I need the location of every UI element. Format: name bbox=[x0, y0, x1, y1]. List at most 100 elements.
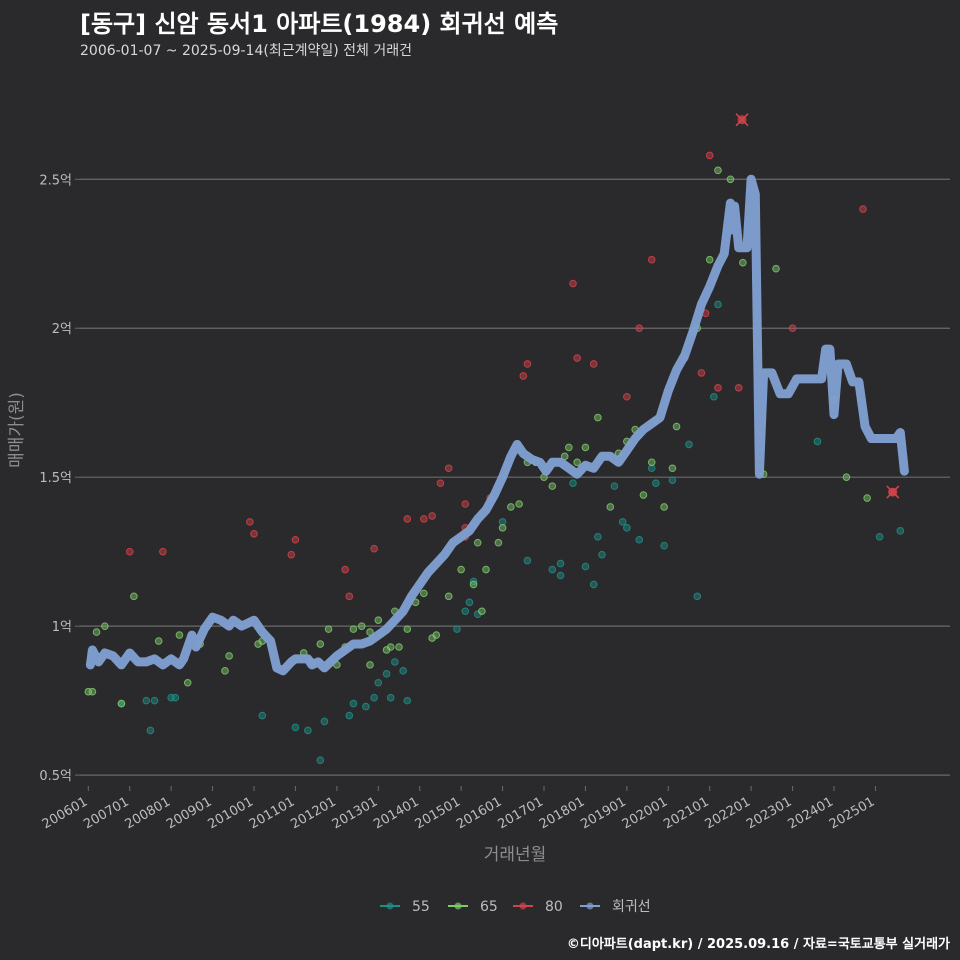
highlight-point bbox=[735, 113, 749, 127]
data-point-65 bbox=[863, 494, 871, 502]
data-point-65 bbox=[573, 458, 581, 467]
data-point-55 bbox=[386, 693, 395, 702]
x-tick-label: 201001 bbox=[206, 794, 256, 832]
scatter-points bbox=[84, 151, 905, 765]
data-point-80 bbox=[859, 205, 867, 213]
y-tick-label: 1.5억 bbox=[39, 471, 72, 486]
data-point-65 bbox=[473, 538, 482, 547]
data-point-65 bbox=[507, 503, 515, 511]
data-point-55 bbox=[498, 518, 507, 526]
data-point-80 bbox=[420, 515, 428, 523]
data-point-65 bbox=[672, 422, 681, 431]
data-point-80 bbox=[159, 547, 167, 556]
data-point-55 bbox=[652, 479, 660, 487]
data-point-55 bbox=[610, 482, 619, 490]
data-point-65 bbox=[386, 643, 395, 651]
y-axis-title: 매매가(원) bbox=[7, 392, 27, 468]
data-point-80 bbox=[589, 360, 598, 368]
data-point-55 bbox=[581, 562, 590, 571]
data-point-80 bbox=[569, 279, 577, 288]
y-tick-label: 1억 bbox=[52, 620, 72, 635]
x-tick-label: 200901 bbox=[164, 794, 214, 832]
data-point-55 bbox=[589, 580, 598, 589]
legend-swatch-dot bbox=[586, 902, 594, 910]
data-point-65 bbox=[130, 592, 138, 601]
data-point-55 bbox=[316, 756, 325, 765]
legend-item-0: 55 bbox=[380, 899, 430, 915]
legend-item-1: 65 bbox=[448, 899, 498, 915]
y-tick-label: 2억 bbox=[52, 322, 72, 337]
x-tick-label: 202101 bbox=[661, 794, 711, 832]
grid-lines bbox=[80, 178, 950, 776]
data-point-80 bbox=[444, 464, 453, 473]
y-tick-label: 2.5억 bbox=[39, 173, 72, 188]
data-point-65 bbox=[154, 637, 163, 645]
data-point-80 bbox=[291, 535, 300, 544]
data-point-55 bbox=[399, 667, 407, 675]
data-point-65 bbox=[395, 643, 403, 651]
x-tick-label: 202201 bbox=[703, 794, 753, 832]
legend-label: 회귀선 bbox=[612, 899, 651, 915]
data-point-80 bbox=[125, 547, 134, 556]
x-tick-label: 202501 bbox=[827, 794, 877, 832]
regression-layer bbox=[85, 174, 909, 676]
data-point-55 bbox=[362, 702, 370, 711]
data-point-55 bbox=[813, 437, 822, 446]
data-point-65 bbox=[183, 678, 192, 687]
data-point-65 bbox=[705, 255, 714, 264]
data-point-80 bbox=[345, 592, 354, 601]
x-tick-label: 201501 bbox=[413, 794, 463, 832]
y-axis: 0.5억 1억 1.5억 2억 2.5억 bbox=[39, 173, 80, 784]
data-point-65 bbox=[498, 524, 507, 532]
data-point-65 bbox=[175, 631, 184, 639]
data-point-55 bbox=[320, 717, 329, 726]
x-tick-label: 201601 bbox=[454, 794, 504, 832]
data-point-55 bbox=[291, 723, 300, 732]
data-point-55 bbox=[668, 476, 677, 484]
legend-item-3: 회귀선 bbox=[580, 899, 651, 915]
data-point-65 bbox=[482, 565, 490, 574]
data-point-80 bbox=[250, 529, 258, 538]
data-point-65 bbox=[668, 464, 677, 473]
data-point-80 bbox=[623, 392, 631, 401]
data-point-65 bbox=[639, 491, 648, 499]
data-point-65 bbox=[366, 628, 374, 636]
data-point-55 bbox=[523, 556, 532, 565]
x-tick-label: 202401 bbox=[786, 794, 836, 832]
data-point-65 bbox=[772, 264, 780, 273]
data-point-55 bbox=[635, 535, 644, 544]
data-point-55 bbox=[618, 518, 627, 526]
legend-label: 80 bbox=[545, 899, 563, 915]
data-point-65 bbox=[469, 580, 478, 589]
data-point-55 bbox=[453, 625, 461, 633]
data-point-55 bbox=[556, 559, 565, 568]
data-point-55 bbox=[647, 464, 656, 473]
data-point-55 bbox=[461, 607, 470, 616]
data-point-65 bbox=[349, 625, 358, 633]
data-point-55 bbox=[693, 592, 702, 601]
data-point-80 bbox=[647, 255, 656, 264]
highlight-points bbox=[735, 113, 900, 499]
data-point-65 bbox=[403, 625, 412, 633]
data-point-65 bbox=[714, 166, 722, 175]
x-tick-label: 201701 bbox=[496, 794, 546, 832]
data-point-55 bbox=[598, 550, 606, 559]
data-point-55 bbox=[685, 440, 693, 449]
data-point-55 bbox=[660, 541, 668, 550]
data-point-80 bbox=[734, 384, 743, 392]
data-point-65 bbox=[221, 667, 229, 675]
data-point-80 bbox=[428, 512, 436, 520]
data-point-65 bbox=[316, 640, 325, 648]
x-tick-label: 200701 bbox=[81, 794, 131, 832]
x-tick-label: 201301 bbox=[330, 794, 380, 832]
legend-swatch-dot bbox=[386, 902, 394, 910]
data-point-55 bbox=[142, 696, 151, 705]
data-point-65 bbox=[101, 622, 109, 630]
data-point-55 bbox=[171, 693, 180, 702]
data-point-80 bbox=[461, 500, 470, 508]
data-point-55 bbox=[146, 726, 155, 735]
data-point-55 bbox=[258, 711, 267, 720]
data-point-80 bbox=[246, 518, 254, 526]
legend-label: 55 bbox=[412, 899, 430, 915]
data-point-65 bbox=[594, 413, 602, 422]
